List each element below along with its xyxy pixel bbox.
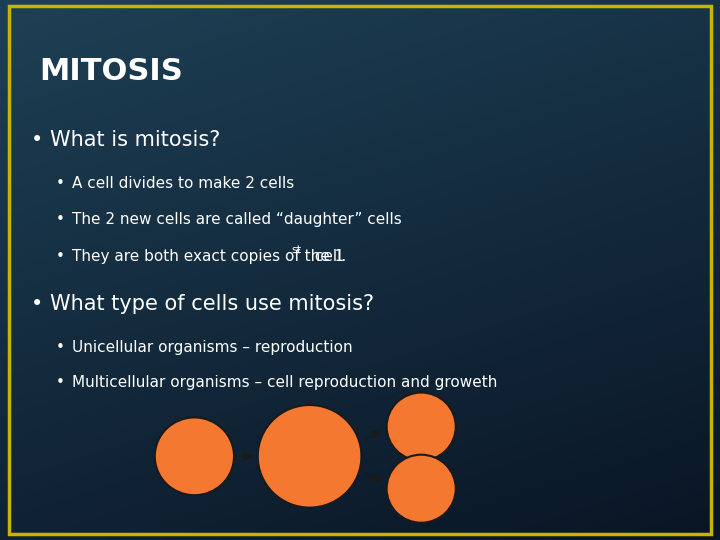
Text: •: • [31, 130, 43, 150]
Text: The 2 new cells are called “daughter” cells: The 2 new cells are called “daughter” ce… [72, 212, 402, 227]
Text: •: • [55, 176, 64, 191]
Text: cell.: cell. [310, 249, 346, 264]
Ellipse shape [387, 393, 456, 461]
Text: MITOSIS: MITOSIS [40, 57, 184, 86]
Text: What type of cells use mitosis?: What type of cells use mitosis? [50, 294, 374, 314]
Text: •: • [55, 375, 64, 390]
Text: What is mitosis?: What is mitosis? [50, 130, 221, 150]
Text: Multicellular organisms – cell reproduction and groweth: Multicellular organisms – cell reproduct… [72, 375, 498, 390]
Text: •: • [55, 249, 64, 264]
Text: •: • [31, 294, 43, 314]
Text: Unicellular organisms – reproduction: Unicellular organisms – reproduction [72, 340, 353, 355]
Ellipse shape [387, 455, 456, 523]
Text: They are both exact copies of the 1: They are both exact copies of the 1 [72, 249, 344, 264]
Text: A cell divides to make 2 cells: A cell divides to make 2 cells [72, 176, 294, 191]
Text: •: • [55, 340, 64, 355]
Ellipse shape [155, 417, 234, 495]
Text: st: st [292, 245, 302, 255]
Text: •: • [55, 212, 64, 227]
Ellipse shape [258, 405, 361, 508]
